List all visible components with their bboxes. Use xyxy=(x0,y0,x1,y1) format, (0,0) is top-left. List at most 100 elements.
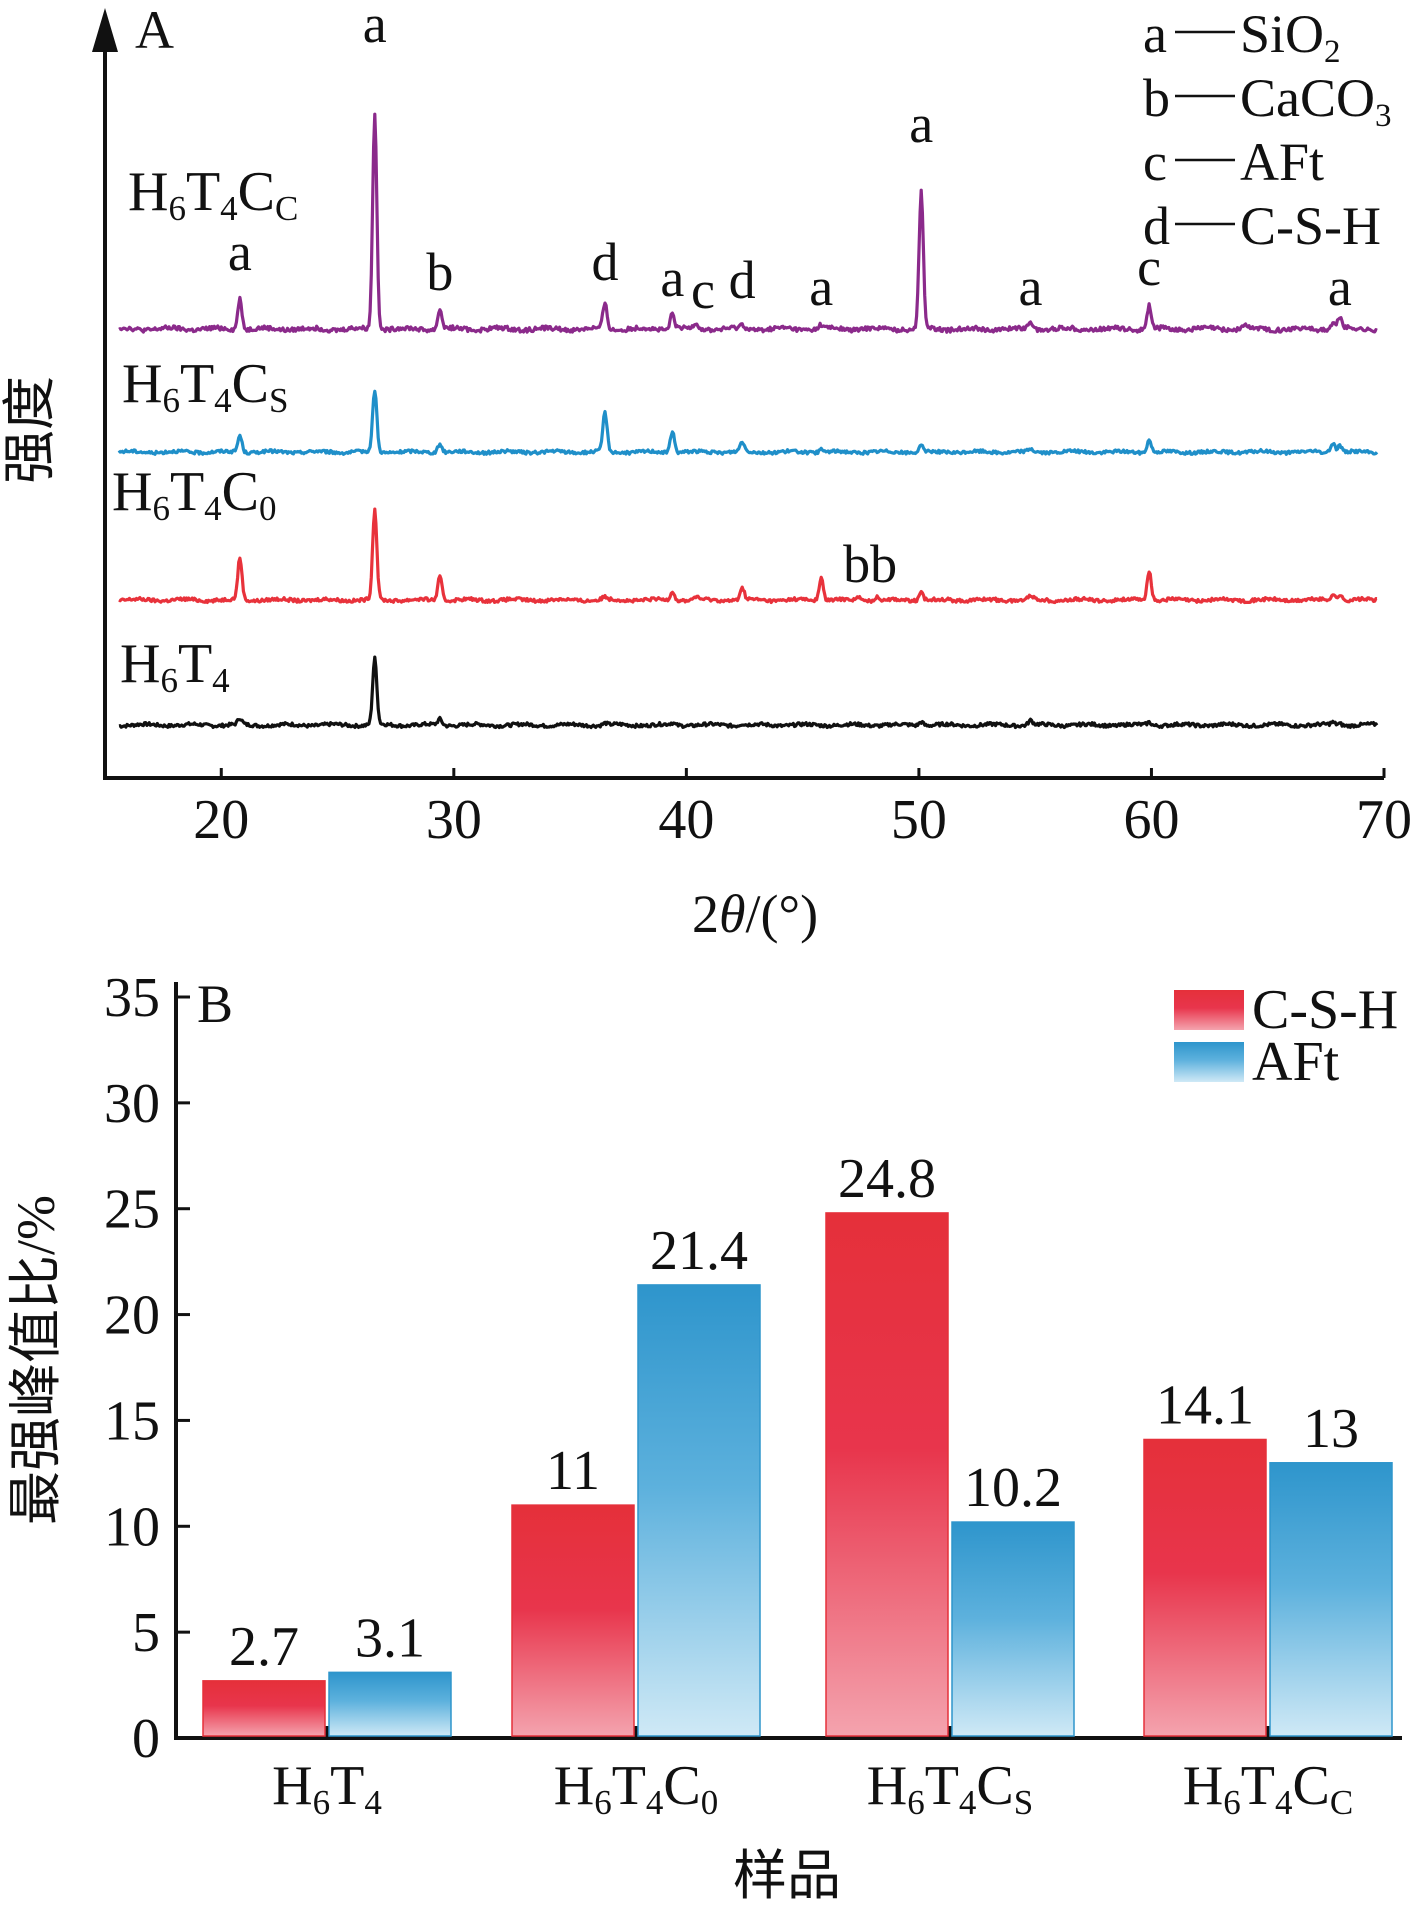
series-name-H6T4: H6T4 xyxy=(120,633,230,700)
series-name-H6T4CC-part: T xyxy=(186,161,220,223)
category-label-part: C xyxy=(976,1755,1013,1817)
panel-b-category-labels: H6T4 H6T4C0 H6T4CS H6T4CC xyxy=(272,1755,1353,1822)
series-name-H6T4CC-part: C xyxy=(238,161,275,223)
panel-b-y-tick-label: 35 xyxy=(104,967,160,1029)
bar-value-label: 24.8 xyxy=(838,1148,936,1210)
panel-a-y-arrow xyxy=(92,8,118,52)
panel-a-legend: a SiO2 b CaCO3 c AFt d C-S-H xyxy=(1143,4,1392,256)
peak-label: a xyxy=(660,248,684,308)
legend-name-part: CaCO xyxy=(1240,68,1375,128)
series-name-H6T4C0-part: 0 xyxy=(259,489,277,528)
series-name-H6T4CS-part: 6 xyxy=(162,381,180,420)
bar-value-label: 10.2 xyxy=(964,1457,1062,1519)
peak-label: a xyxy=(363,0,387,54)
peak-label: c xyxy=(691,260,715,320)
trace-H6T4C0 xyxy=(118,507,1378,605)
category-label-part: 6 xyxy=(907,1783,925,1822)
panel-a-x-label-part: /(°) xyxy=(745,884,818,944)
category-label-part: 6 xyxy=(313,1783,331,1822)
panel-a-traces xyxy=(117,112,1379,730)
panel-a-x-tick-label: 70 xyxy=(1356,789,1412,851)
category-label-part: S xyxy=(1014,1783,1033,1822)
peak-label: a xyxy=(809,257,833,317)
series-name-H6T4C0: H6T4C0 xyxy=(112,461,277,528)
legend-name: SiO2 xyxy=(1240,4,1341,70)
peak-label: a xyxy=(1019,257,1043,317)
series-name-H6T4CS-part: H xyxy=(122,353,162,415)
peak-label: b xyxy=(426,242,453,302)
panel-a-x-tick-label: 20 xyxy=(193,789,249,851)
legend-name-part: AFt xyxy=(1240,132,1324,192)
panel-a: A 20 30 40 50 60 70 aab d a c d aaa c abb H6T4H6T4C0… xyxy=(0,0,1412,944)
bar-C-S-H-3 xyxy=(1143,1438,1267,1737)
bar-AFt-0 xyxy=(328,1671,452,1737)
panel-a-x-tick-label: 60 xyxy=(1123,789,1179,851)
bar-value-label: 14.1 xyxy=(1156,1374,1254,1436)
legend-name: C-S-H xyxy=(1240,196,1381,256)
panel-b-y-tick-label: 30 xyxy=(104,1073,160,1135)
series-name-H6T4CC-part: H xyxy=(128,161,168,223)
trace-H6T4CS xyxy=(117,389,1379,456)
bar-value-label: 3.1 xyxy=(355,1607,425,1669)
series-name-H6T4CS-part: C xyxy=(232,353,269,415)
panel-b-y-label: 最强峰值比/% xyxy=(6,1195,66,1525)
legend-name-part: 2 xyxy=(1324,34,1341,70)
category-label: H6T4CS xyxy=(867,1755,1034,1822)
category-label: H6T4 xyxy=(272,1755,382,1822)
panel-a-x-label-theta: θ xyxy=(719,884,746,944)
series-name-H6T4C0-part: T xyxy=(170,461,204,523)
category-label-part: 0 xyxy=(701,1783,719,1822)
peak-label: d xyxy=(591,232,618,292)
peak-label: a xyxy=(228,222,252,282)
legend-key: c xyxy=(1143,132,1167,192)
bar-AFt-2 xyxy=(951,1521,1075,1737)
panel-b-y-tick-label: 20 xyxy=(104,1285,160,1347)
peak-label: bb xyxy=(843,534,897,594)
series-name-H6T4-part: H xyxy=(120,633,160,695)
category-label-part: C xyxy=(1292,1755,1329,1817)
panel-b-y-tick-label: 10 xyxy=(104,1496,160,1558)
series-name-H6T4CC-part: 6 xyxy=(168,189,186,228)
category-label-part: 4 xyxy=(364,1783,382,1822)
panel-a-x-tick-label: 30 xyxy=(426,789,482,851)
category-label-part: H xyxy=(867,1755,907,1817)
panel-a-x-label: 2θ/(°) xyxy=(692,884,818,944)
series-name-H6T4CS-part: 4 xyxy=(214,381,232,420)
legend-key: a xyxy=(1143,4,1167,64)
bar-value-label: 13 xyxy=(1303,1398,1359,1460)
category-label-part: 4 xyxy=(959,1783,977,1822)
panel-a-letter: A xyxy=(135,0,174,60)
legend-swatch-AFt xyxy=(1174,1042,1244,1082)
bar-value-label: 2.7 xyxy=(229,1616,299,1678)
bar-C-S-H-2 xyxy=(825,1212,949,1737)
legend-name-part: C-S-H xyxy=(1240,196,1381,256)
legend-swatch-C-S-H xyxy=(1174,990,1244,1030)
series-name-H6T4CC-part: C xyxy=(275,189,298,228)
series-name-H6T4CS-part: T xyxy=(180,353,214,415)
legend-name: AFt xyxy=(1240,132,1324,192)
category-label-part: T xyxy=(1241,1755,1275,1817)
trace-H6T4 xyxy=(118,655,1379,730)
category-label-part: 6 xyxy=(1223,1783,1241,1822)
category-label-part: H xyxy=(554,1755,594,1817)
legend-label-AFt: AFt xyxy=(1252,1031,1340,1093)
panel-a-x-tick-label: 50 xyxy=(891,789,947,851)
panel-a-x-tick-label: 40 xyxy=(658,789,714,851)
panel-b-y-ticks: 0 5 10 15 20 25 30 35 xyxy=(104,967,190,1770)
category-label-part: H xyxy=(272,1755,312,1817)
category-label-part: C xyxy=(1330,1783,1353,1822)
series-name-H6T4C0-part: 4 xyxy=(204,489,222,528)
legend-key: b xyxy=(1143,68,1170,128)
legend-name: CaCO3 xyxy=(1240,68,1392,134)
panel-b-y-tick-label: 15 xyxy=(104,1390,160,1452)
panel-a-y-label: 强度 xyxy=(0,376,60,484)
series-name-H6T4C0-part: 6 xyxy=(152,489,170,528)
series-name-H6T4-part: T xyxy=(178,633,212,695)
category-label-part: T xyxy=(925,1755,959,1817)
bar-value-label: 11 xyxy=(546,1440,600,1502)
legend-label-C-S-H: C-S-H xyxy=(1252,979,1398,1041)
category-label-part: T xyxy=(330,1755,364,1817)
legend-name-part: 3 xyxy=(1375,98,1392,134)
category-label: H6T4CC xyxy=(1183,1755,1353,1822)
